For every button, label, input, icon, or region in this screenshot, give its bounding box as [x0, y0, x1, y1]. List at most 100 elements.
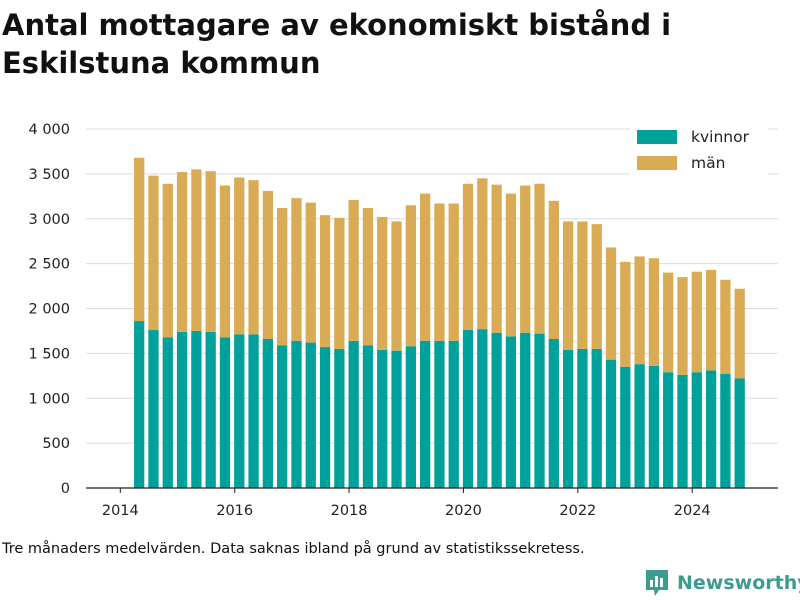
bar-man [334, 217, 345, 349]
bar-kvinnor [148, 330, 159, 488]
bar-man [648, 258, 660, 366]
bar-man [620, 261, 631, 367]
bar-kvinnor [234, 334, 245, 488]
bar-kvinnor [348, 340, 359, 488]
bar-kvinnor [176, 331, 188, 488]
bar-man [663, 272, 674, 373]
bar-series [134, 157, 745, 488]
bar-man [219, 185, 231, 338]
y-tick-label: 2 500 [28, 257, 70, 273]
bar-kvinnor [405, 346, 416, 488]
bar-man [405, 205, 416, 347]
bar-man [734, 288, 745, 379]
bar-man [491, 184, 502, 333]
bar-kvinnor [277, 345, 288, 488]
legend-label: kvinnor [691, 128, 750, 146]
bar-man [720, 279, 731, 375]
bar-kvinnor [248, 334, 259, 488]
bar-man [162, 183, 173, 338]
bar-kvinnor [262, 339, 274, 488]
bar-kvinnor [191, 330, 202, 488]
bar-kvinnor [205, 331, 216, 488]
y-tick-label: 3 500 [28, 167, 70, 183]
bar-man [634, 256, 645, 365]
x-tick-label: 2016 [216, 503, 253, 519]
bar-man [348, 199, 359, 341]
bar-man [691, 271, 702, 373]
bar-kvinnor [448, 340, 459, 488]
bar-man [176, 172, 188, 332]
bar-man [148, 175, 159, 331]
bar-man [534, 183, 545, 334]
bar-man [205, 171, 216, 332]
bar-kvinnor [162, 337, 173, 488]
bar-man [577, 221, 588, 349]
bar-kvinnor [462, 330, 474, 488]
bar-kvinnor [577, 348, 588, 488]
bar-man [591, 224, 602, 349]
y-tick-label: 0 [61, 481, 70, 497]
x-tick-label: 2020 [445, 503, 482, 519]
newsworthy-logo-icon [646, 570, 668, 596]
y-tick-label: 3 000 [28, 212, 70, 228]
bar-man [277, 207, 288, 346]
bar-man [677, 277, 688, 375]
bar-kvinnor [134, 321, 145, 488]
bar-kvinnor [677, 374, 688, 488]
bar-man [562, 221, 574, 350]
legend-swatch [637, 130, 677, 144]
bar-man [377, 216, 388, 350]
bar-man [605, 247, 617, 360]
bar-kvinnor [705, 370, 717, 488]
bar-man [362, 207, 374, 346]
bar-kvinnor [319, 347, 331, 488]
x-tick-label: 2022 [559, 503, 596, 519]
y-tick-label: 4 000 [28, 122, 70, 138]
x-tick-label: 2018 [331, 503, 368, 519]
bar-kvinnor [219, 337, 231, 488]
bar-man [477, 178, 488, 330]
bar-kvinnor [520, 332, 531, 488]
bar-kvinnor [491, 332, 502, 488]
brand-name: Newsworthy [677, 572, 800, 594]
bar-man [448, 203, 459, 341]
bar-man [391, 221, 402, 351]
bar-kvinnor [562, 349, 574, 488]
x-tick-label: 2014 [102, 503, 139, 519]
legend-label: män [691, 154, 725, 172]
y-tick-label: 500 [42, 436, 70, 452]
bar-kvinnor [620, 366, 631, 488]
bar-kvinnor [634, 364, 645, 488]
y-tick-label: 2 000 [28, 302, 70, 318]
bar-man [505, 193, 517, 337]
legend-swatch [637, 156, 677, 170]
bar-kvinnor [605, 359, 617, 488]
chart-title: Antal mottagare av ekonomiskt bistånd i … [2, 8, 672, 80]
bar-man [520, 185, 531, 333]
y-tick-label: 1 500 [28, 346, 70, 362]
bar-kvinnor [663, 372, 674, 488]
bar-man [291, 198, 302, 341]
bar-kvinnor [691, 372, 702, 488]
chart-note: Tre månaders medelvärden. Data saknas ib… [2, 541, 585, 557]
bar-man [419, 193, 431, 341]
bar-kvinnor [334, 348, 345, 488]
bar-kvinnor [548, 339, 559, 488]
bar-man [548, 200, 559, 340]
bar-kvinnor [434, 340, 445, 488]
legend: kvinnor män [630, 126, 768, 176]
bar-kvinnor [534, 333, 545, 488]
bar-man [262, 190, 274, 340]
bar-man [705, 269, 717, 371]
bar-man [248, 180, 259, 335]
bar-man [434, 203, 445, 341]
brand-logo[interactable]: Newsworthy [644, 568, 800, 598]
bar-man [234, 177, 245, 335]
bar-kvinnor [505, 336, 517, 488]
bar-man [462, 183, 474, 331]
bar-kvinnor [477, 329, 488, 488]
bar-man [191, 169, 202, 331]
axes: 0 500 1 000 1 500 2 000 2 500 3 000 3 500 4 000 2… [28, 122, 778, 519]
gridlines [86, 128, 778, 444]
bar-kvinnor [591, 348, 602, 488]
